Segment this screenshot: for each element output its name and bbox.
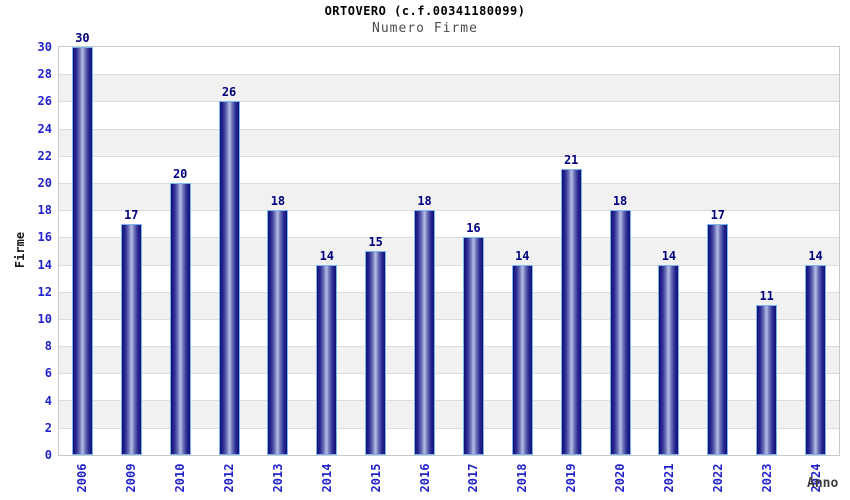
- x-tick-label: 2014: [319, 463, 334, 493]
- bar-value-label: 14: [515, 248, 530, 263]
- x-tick-label: 2018: [515, 463, 530, 493]
- bar: [756, 305, 778, 455]
- y-tick-label: 26: [37, 94, 52, 109]
- x-tick-label: 2021: [661, 463, 676, 493]
- bar-value-label: 20: [172, 167, 188, 181]
- y-tick-label: 8: [44, 339, 52, 354]
- bar: [658, 264, 680, 455]
- x-tick-label: 2022: [710, 463, 725, 493]
- bar-value-label: 26: [221, 85, 237, 100]
- bar-value-label: 17: [710, 207, 726, 222]
- gridline-band: [59, 128, 839, 156]
- x-tick-label: 2015: [368, 463, 383, 493]
- bar: [414, 210, 436, 455]
- bar: [267, 210, 289, 455]
- y-tick-label: 30: [37, 40, 52, 54]
- y-tick-label: 14: [37, 257, 52, 272]
- bar-value-label: 14: [661, 248, 677, 263]
- x-tick-label: 2006: [75, 463, 90, 493]
- chart-title: ORTOVERO (c.f.00341180099): [324, 4, 526, 18]
- gridline-band: [59, 101, 839, 129]
- x-tick-label: 2010: [173, 463, 188, 493]
- y-tick-label: 2: [44, 420, 52, 435]
- bar: [120, 223, 142, 455]
- bar-value-label: 14: [319, 248, 335, 263]
- bar: [609, 210, 631, 455]
- bar: [365, 251, 387, 455]
- y-tick-label: 10: [37, 312, 52, 326]
- bar-value-label: 11: [759, 289, 774, 304]
- y-tick-label: 20: [37, 176, 52, 190]
- bar-value-label: 14: [808, 248, 823, 263]
- x-tick-label: 2019: [564, 463, 579, 493]
- bar-value-label: 15: [368, 235, 383, 249]
- bar-value-label: 18: [612, 194, 628, 209]
- bar: [805, 264, 827, 455]
- x-tick-label: 2013: [270, 463, 285, 493]
- gridline-band: [59, 47, 839, 75]
- bar-value-label: 16: [466, 221, 481, 236]
- bar: [511, 264, 533, 455]
- bar-value-label: 30: [75, 31, 90, 45]
- x-tick-label: 2017: [466, 463, 481, 493]
- bar: [169, 183, 191, 455]
- y-tick-label: 22: [37, 148, 52, 163]
- bar-value-label: 21: [563, 153, 579, 168]
- y-tick-label: 6: [44, 366, 52, 381]
- y-tick-label: 18: [37, 203, 52, 218]
- x-tick-label: 2023: [759, 463, 774, 493]
- y-tick-label: 16: [37, 230, 52, 245]
- x-tick-label: 2009: [124, 463, 139, 493]
- gridline-band: [59, 74, 839, 102]
- bar: [218, 101, 240, 455]
- y-tick-label: 0: [44, 448, 52, 462]
- y-tick-label: 24: [37, 121, 52, 136]
- bar: [71, 47, 93, 455]
- x-tick-label: 2016: [417, 463, 432, 493]
- bar-value-label: 18: [417, 194, 432, 209]
- gridline-band: [59, 155, 839, 183]
- bar-value-label: 17: [124, 207, 139, 222]
- y-tick-label: 4: [44, 393, 52, 408]
- bar: [560, 169, 582, 455]
- bar: [707, 223, 729, 455]
- bar-value-label: 18: [270, 194, 286, 209]
- chart-subtitle: Numero Firme: [372, 21, 478, 36]
- y-tick-label: 12: [37, 284, 52, 299]
- x-axis-title: Anno: [807, 476, 839, 491]
- bar: [316, 264, 338, 455]
- x-tick-label: 2012: [222, 463, 237, 493]
- x-tick-label: 2020: [613, 463, 628, 493]
- bar: [462, 237, 484, 455]
- y-tick-label: 28: [37, 67, 52, 82]
